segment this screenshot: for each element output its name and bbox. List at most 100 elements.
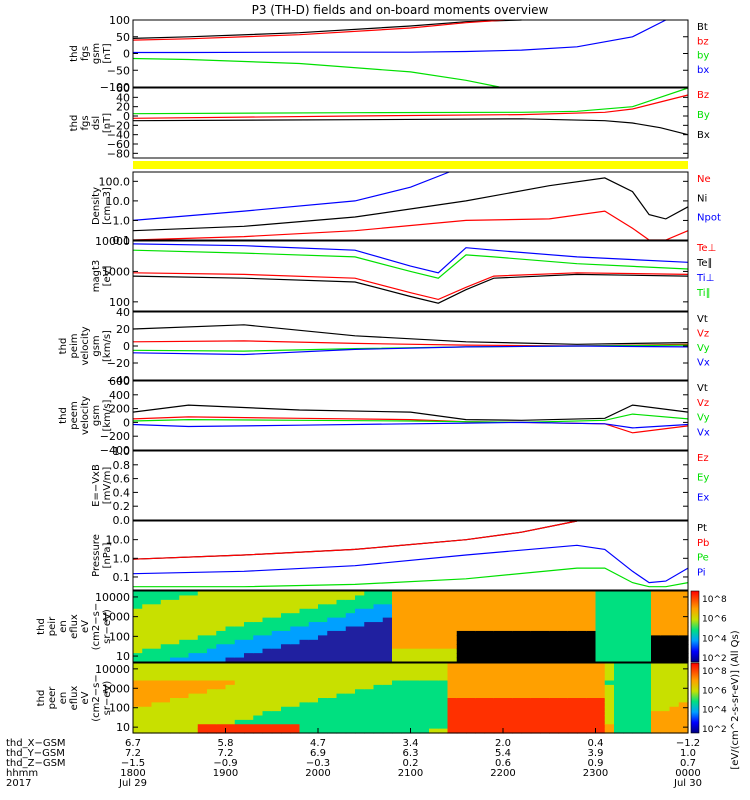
heatmap-cell [577,676,587,682]
y-tick-label: 10.0 [106,195,131,208]
heatmap-cell [160,671,171,677]
heatmap-cell [188,595,199,601]
heatmap-cell [133,604,143,610]
heatmap-cell [179,667,190,673]
heatmap-cell [244,617,254,623]
heatmap-cell [632,644,643,650]
heatmap-cell [669,715,680,721]
heatmap-cell [660,667,671,673]
heatmap-cell [197,706,208,712]
heatmap-cell [207,630,217,636]
heatmap-cell [299,711,310,717]
heatmap-cell [336,680,347,686]
heatmap-cell [373,599,384,605]
heatmap-cell [484,591,495,597]
figure-title: P3 (TH-D) fields and on-board moments ov… [252,3,549,17]
heatmap-cell [614,663,624,668]
heatmap-cell [429,711,439,717]
y-tick-label: 0.2 [113,500,131,513]
heatmap-cell [540,639,550,645]
heatmap-cell [660,702,671,708]
heatmap-cell [595,639,606,645]
heatmap-cell [355,728,365,734]
heatmap-cell [318,591,328,597]
heatmap-cell [364,676,375,682]
heatmap-cell [669,626,680,632]
colorbar-tick: 10^4 [702,706,727,716]
series-pressure-Pt [132,520,578,560]
heatmap-cell [225,653,236,659]
heatmap-cell [429,653,439,659]
heatmap-cell [604,653,615,659]
heatmap-cell [225,671,236,677]
heatmap-cell [521,663,532,668]
series-fgs_dsl-By [132,87,689,115]
y-axis-label: E=−VxB [91,464,102,507]
heatmap-cell [558,711,569,717]
heatmap-cell [604,684,615,690]
heatmap-cell [678,613,689,619]
heatmap-cell [179,671,190,677]
heatmap-cell [549,648,560,654]
heatmap-cell [567,644,578,650]
heatmap-cell [447,626,458,632]
heatmap-cell [318,639,328,645]
heatmap-cell [142,671,153,677]
heatmap-cell [179,635,190,641]
heatmap-cell [429,706,439,712]
heatmap-cell [197,715,208,721]
heatmap-cell [318,728,328,734]
heatmap-cell [234,715,245,721]
x-row-label: 2017 [6,778,31,789]
heatmap-cell [345,657,356,663]
heatmap-cell [170,644,180,650]
heatmap-cell [216,617,227,623]
heatmap-cell [558,608,569,614]
heatmap-cell [549,715,560,721]
heatmap-cell [447,728,458,734]
heatmap-cell [567,715,578,721]
heatmap-cell [614,698,624,703]
heatmap-cell [244,608,254,614]
heatmap-cell [336,591,347,597]
heatmap-cell [521,680,532,686]
heatmap-cell [290,648,301,654]
heatmap-cell [530,715,541,721]
heatmap-cell [308,689,319,695]
heatmap-cell [244,644,254,650]
heatmap-cell [401,667,412,673]
heatmap-cell [382,684,393,690]
heatmap-cell [327,702,338,708]
heatmap-cell [355,663,365,668]
heatmap-cell [595,702,606,708]
heatmap-cell [197,630,208,636]
heatmap-cell [318,719,328,725]
heatmap-cell [364,639,375,645]
heatmap-cell [614,617,624,623]
heatmap-cell [170,604,180,610]
heatmap-cell [558,599,569,605]
heatmap-cell [327,595,338,601]
colorbar-gradient [690,662,700,734]
heatmap-cell [558,693,569,699]
heatmap-cell [484,599,495,605]
heatmap-cell [641,706,652,712]
heatmap-cell [225,630,236,636]
heatmap-cell [281,648,291,654]
heatmap-cell [512,702,523,708]
heatmap-cell [641,599,652,605]
heatmap-cell [549,591,560,597]
heatmap-cell [345,702,356,708]
heatmap-cell [632,680,643,686]
heatmap-cell [151,630,162,636]
heatmap-cell [669,689,680,695]
heatmap-cell [170,653,180,659]
heatmap-cell [308,706,319,712]
x-tick-label: 0000 [675,768,700,779]
heatmap-cell [530,724,541,730]
heatmap-cell [151,639,162,645]
heatmap-cell [521,648,532,654]
heatmap-cell [641,702,652,708]
heatmap-cell [558,657,569,663]
